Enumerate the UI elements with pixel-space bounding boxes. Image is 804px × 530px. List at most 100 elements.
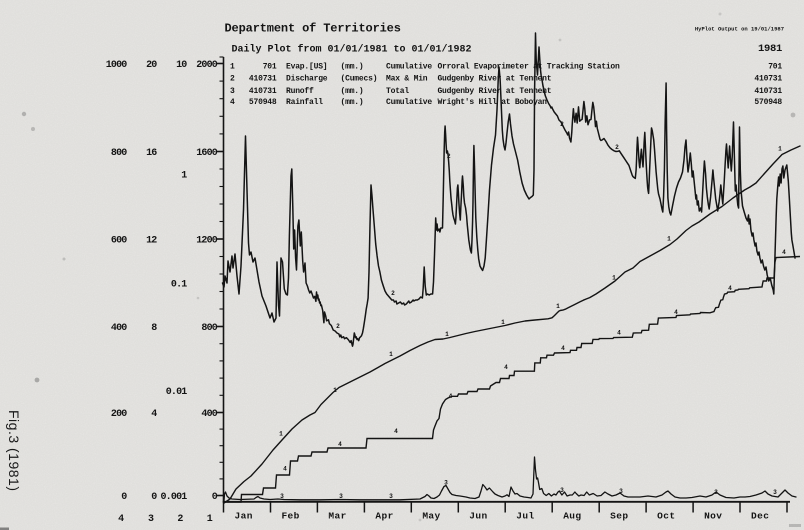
svg-text:0: 0 — [151, 492, 157, 503]
svg-text:701: 701 — [768, 62, 782, 71]
svg-text:570948: 570948 — [249, 98, 277, 107]
svg-text:4: 4 — [617, 330, 621, 337]
svg-text:2: 2 — [336, 323, 340, 330]
svg-text:0.001: 0.001 — [160, 492, 187, 503]
svg-text:Discharge: Discharge — [286, 75, 328, 84]
svg-text:4: 4 — [230, 98, 235, 107]
svg-text:10: 10 — [176, 60, 187, 71]
svg-text:3: 3 — [339, 493, 343, 500]
svg-text:1: 1 — [333, 387, 337, 394]
svg-text:410731: 410731 — [249, 75, 277, 84]
svg-text:1981: 1981 — [758, 43, 782, 55]
svg-text:2: 2 — [177, 514, 183, 525]
svg-text:1: 1 — [556, 303, 560, 310]
svg-text:1: 1 — [667, 236, 671, 243]
svg-text:410731: 410731 — [249, 87, 277, 96]
svg-text:3: 3 — [389, 493, 393, 500]
svg-text:1: 1 — [778, 146, 782, 153]
svg-text:Daily Plot from 01/01/1981 to: Daily Plot from 01/01/1981 to 01/01/1982 — [232, 44, 472, 56]
svg-text:Feb: Feb — [281, 511, 299, 522]
svg-text:Wright's Hill at Boboyan: Wright's Hill at Boboyan — [438, 98, 548, 107]
svg-text:1: 1 — [445, 331, 449, 338]
svg-text:(mm.): (mm.) — [341, 87, 364, 96]
svg-text:701: 701 — [263, 62, 277, 71]
svg-text:410731: 410731 — [754, 75, 782, 84]
svg-text:2: 2 — [391, 290, 395, 297]
svg-text:16: 16 — [146, 148, 157, 159]
svg-text:2: 2 — [560, 121, 564, 128]
svg-text:1: 1 — [501, 319, 505, 326]
svg-text:800: 800 — [111, 148, 127, 159]
svg-text:410731: 410731 — [754, 87, 782, 96]
svg-text:20: 20 — [146, 60, 157, 71]
svg-text:3: 3 — [148, 514, 154, 525]
svg-text:600: 600 — [111, 236, 127, 247]
svg-text:1: 1 — [389, 351, 393, 358]
svg-text:1: 1 — [230, 62, 235, 71]
svg-text:4: 4 — [283, 466, 287, 473]
svg-text:1600: 1600 — [196, 148, 218, 159]
svg-text:4: 4 — [728, 285, 732, 292]
svg-text:Department of Territories: Department of Territories — [225, 22, 401, 36]
svg-text:0.1: 0.1 — [171, 280, 187, 291]
svg-text:Sep: Sep — [610, 511, 628, 522]
svg-text:HyPlot Output on 19/01/1987: HyPlot Output on 19/01/1987 — [695, 26, 784, 33]
svg-text:3: 3 — [773, 489, 777, 496]
svg-text:3: 3 — [230, 87, 235, 96]
svg-text:400: 400 — [201, 409, 217, 420]
svg-text:1: 1 — [612, 275, 616, 282]
svg-text:3: 3 — [714, 489, 718, 496]
svg-text:Aug: Aug — [563, 511, 581, 522]
svg-text:4: 4 — [504, 364, 508, 371]
svg-text:8: 8 — [151, 323, 157, 334]
svg-text:3: 3 — [444, 480, 448, 487]
svg-text:2: 2 — [615, 144, 619, 151]
svg-text:Cumulative: Cumulative — [386, 62, 432, 71]
svg-text:4: 4 — [394, 428, 398, 435]
svg-text:0: 0 — [121, 492, 127, 503]
svg-text:3: 3 — [280, 493, 284, 500]
svg-text:4: 4 — [338, 441, 342, 448]
svg-text:Oct: Oct — [657, 511, 675, 522]
svg-text:1000: 1000 — [106, 60, 128, 71]
svg-text:(Cumecs): (Cumecs) — [341, 75, 378, 84]
svg-text:2: 2 — [230, 75, 235, 84]
svg-text:Mar: Mar — [328, 511, 346, 522]
svg-text:(mm.): (mm.) — [341, 62, 364, 71]
svg-text:1: 1 — [207, 514, 213, 525]
svg-text:4: 4 — [782, 249, 786, 256]
svg-text:200: 200 — [111, 409, 127, 420]
svg-text:3: 3 — [560, 487, 564, 494]
svg-text:May: May — [422, 511, 440, 522]
svg-text:Nov: Nov — [704, 511, 722, 522]
svg-text:1200: 1200 — [196, 236, 218, 247]
svg-text:400: 400 — [111, 323, 127, 334]
svg-text:Gudgenby River at Tennent: Gudgenby River at Tennent — [438, 75, 552, 84]
svg-text:2: 2 — [447, 153, 451, 160]
svg-text:Rainfall: Rainfall — [286, 98, 323, 107]
svg-text:4: 4 — [118, 514, 124, 525]
svg-text:Cumulative: Cumulative — [386, 98, 432, 107]
svg-text:570948: 570948 — [754, 98, 782, 107]
svg-text:Apr: Apr — [375, 511, 393, 522]
svg-text:Orroral Evaporimeter at Tracki: Orroral Evaporimeter at Tracking Station — [438, 62, 620, 71]
svg-text:3: 3 — [619, 488, 623, 495]
svg-text:Total: Total — [386, 87, 409, 96]
svg-text:Jul: Jul — [516, 511, 534, 522]
svg-text:800: 800 — [201, 323, 217, 334]
svg-text:2000: 2000 — [196, 60, 218, 71]
svg-text:Jun: Jun — [469, 511, 487, 522]
svg-text:4: 4 — [151, 409, 157, 420]
svg-text:(mm.): (mm.) — [341, 98, 364, 107]
svg-text:Gudgenby River at Tennent: Gudgenby River at Tennent — [438, 87, 552, 96]
svg-text:Evap.[US]: Evap.[US] — [286, 62, 327, 71]
svg-text:Dec: Dec — [751, 511, 769, 522]
svg-text:0: 0 — [212, 492, 218, 503]
svg-text:1: 1 — [181, 171, 187, 182]
svg-text:Max & Min: Max & Min — [386, 75, 428, 84]
svg-text:4: 4 — [449, 393, 453, 400]
svg-text:12: 12 — [146, 236, 157, 247]
svg-text:Runoff: Runoff — [286, 87, 314, 96]
svg-text:Jan: Jan — [235, 511, 253, 522]
svg-text:4: 4 — [561, 345, 565, 352]
